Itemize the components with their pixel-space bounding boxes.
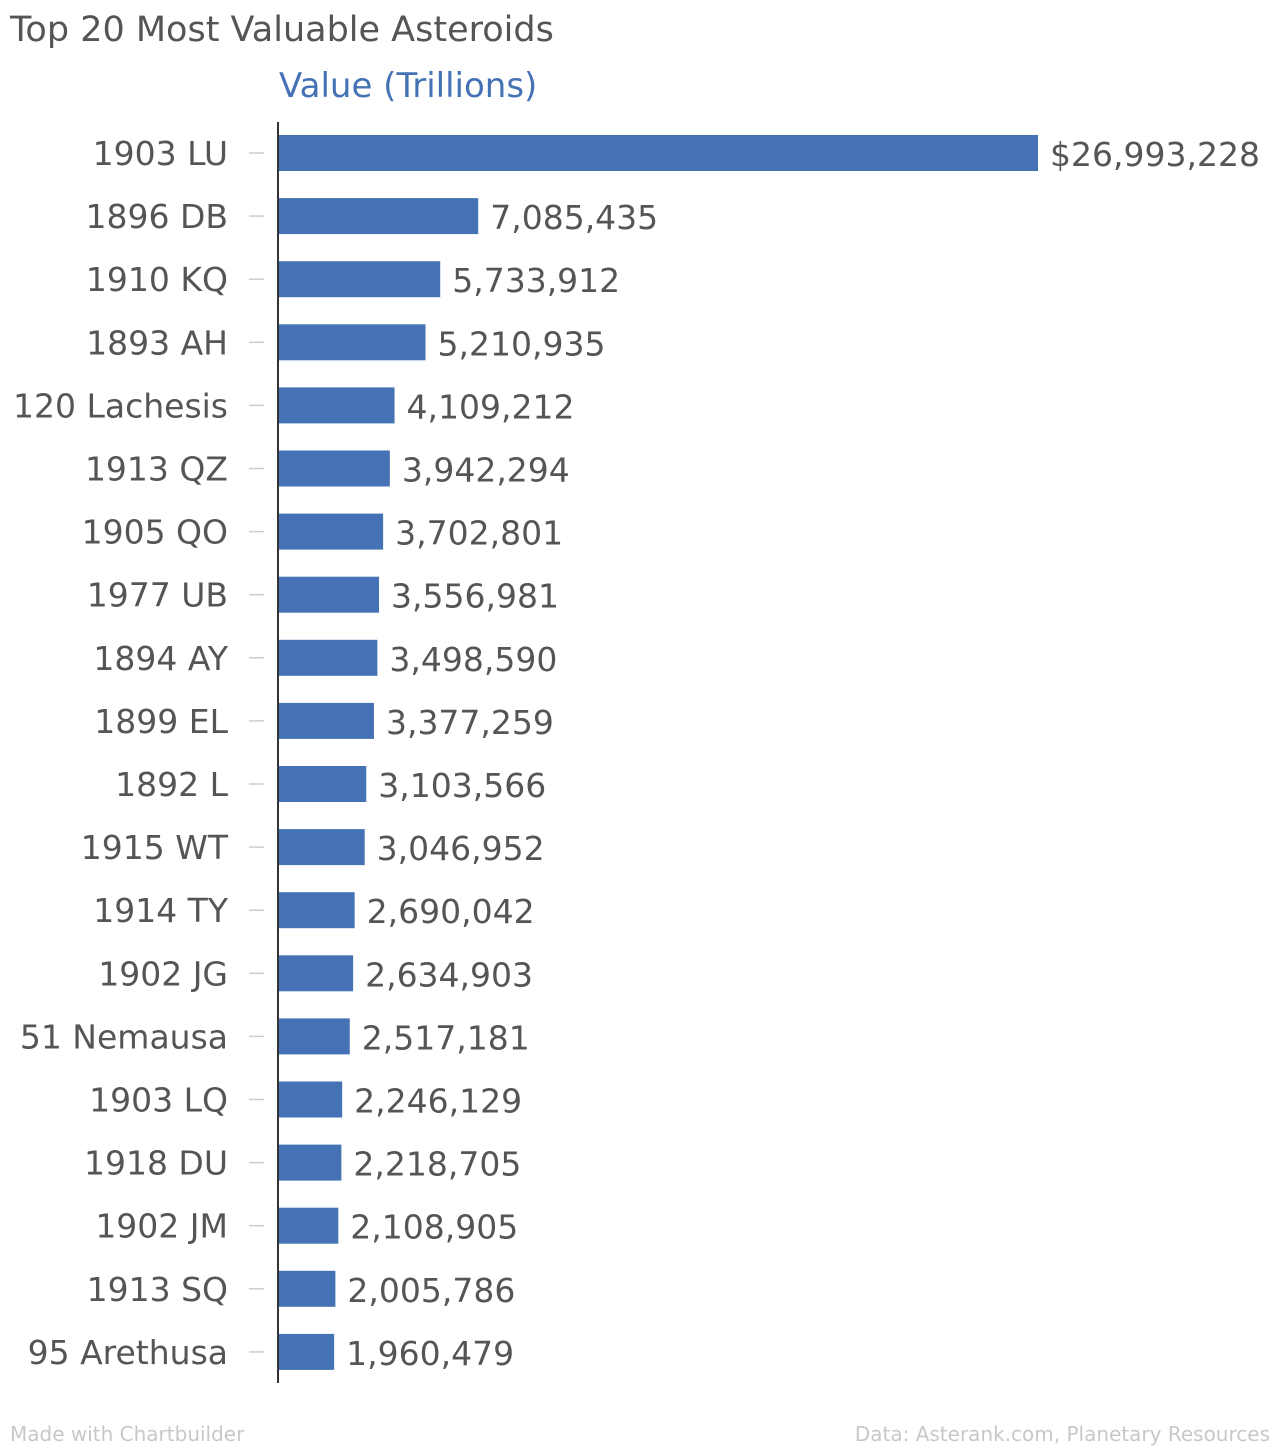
chart-title: Top 20 Most Valuable Asteroids [10, 10, 554, 50]
y-tick-label: 1903 LQ [89, 1081, 228, 1120]
y-tick-label: 120 Lachesis [13, 386, 228, 425]
bar[interactable] [279, 387, 395, 424]
series-label: Value (Trillions) [279, 66, 538, 106]
data-label: 2,108,905 [350, 1208, 518, 1247]
footer-credit[interactable]: Made with Chartbuilder [10, 1422, 245, 1446]
y-tick-label: 1892 L [115, 765, 228, 804]
y-tick-label: 1896 DB [85, 197, 228, 236]
data-label: 2,634,903 [365, 955, 533, 994]
data-label: 3,498,590 [389, 640, 557, 679]
y-tick-label: 1902 JM [95, 1207, 228, 1246]
data-label: 2,246,129 [354, 1082, 522, 1121]
y-tick-label: 1894 AY [93, 639, 228, 678]
y-tick-label: 1905 QO [82, 513, 228, 552]
data-label: 3,556,981 [391, 577, 559, 616]
bar[interactable] [279, 1333, 335, 1370]
bar[interactable] [279, 766, 367, 802]
bar[interactable] [279, 639, 378, 676]
data-label: 3,377,259 [386, 703, 554, 742]
y-tick-label: 1913 SQ [87, 1270, 228, 1309]
data-label: 3,942,294 [402, 451, 570, 490]
y-tick-label: 1899 EL [94, 702, 228, 741]
y-tick-label: 1902 JG [98, 954, 228, 993]
y-tick-label: 95 Arethusa [28, 1333, 228, 1372]
data-label: 7,085,435 [490, 198, 658, 237]
y-tick-label: 1910 KQ [86, 260, 228, 299]
y-tick-label: 1914 TY [93, 891, 229, 930]
bar[interactable] [279, 324, 426, 361]
data-label: 3,702,801 [395, 514, 563, 553]
bar[interactable] [279, 261, 441, 298]
bar[interactable] [279, 829, 365, 866]
bar[interactable] [279, 702, 374, 739]
footer-source: Data: Asterank.com, Planetary Resources [854, 1422, 1270, 1446]
data-label: 3,046,952 [377, 829, 545, 868]
bar[interactable] [279, 513, 384, 550]
bar[interactable] [279, 1270, 336, 1307]
bar[interactable] [279, 892, 355, 929]
data-label: 5,210,935 [438, 324, 606, 363]
data-label: 2,690,042 [367, 892, 535, 931]
y-tick-label: 1977 UB [87, 576, 228, 615]
bar[interactable] [279, 955, 354, 992]
data-label: 2,005,786 [347, 1271, 515, 1310]
y-tick-label: 1903 LU [93, 134, 228, 173]
bar[interactable] [279, 1018, 350, 1055]
bar[interactable] [279, 450, 390, 487]
data-label: $26,993,228 [1050, 135, 1260, 174]
y-tick-label: 1893 AH [86, 323, 228, 362]
y-tick-label: 1915 WT [81, 828, 229, 867]
data-label: 4,109,212 [407, 387, 575, 426]
data-label: 2,517,181 [362, 1018, 530, 1057]
data-label: 5,733,912 [452, 261, 620, 300]
y-tick-label: 1918 DU [84, 1144, 228, 1183]
y-tick-label: 51 Nemausa [20, 1017, 228, 1056]
bar[interactable] [279, 135, 1038, 171]
y-tick-label: 1913 QZ [85, 450, 228, 489]
bar[interactable] [279, 1207, 339, 1244]
bar[interactable] [279, 1081, 343, 1118]
data-label: 3,103,566 [378, 766, 546, 805]
data-label: 2,218,705 [353, 1145, 521, 1184]
bars-group: 1903 LU $26,993,228 1896 DB 7,085,435 1910 K… [13, 134, 1260, 1373]
bar[interactable] [279, 576, 380, 613]
data-label: 1,960,479 [346, 1334, 514, 1373]
bar[interactable] [279, 1144, 342, 1181]
bar[interactable] [279, 198, 479, 235]
